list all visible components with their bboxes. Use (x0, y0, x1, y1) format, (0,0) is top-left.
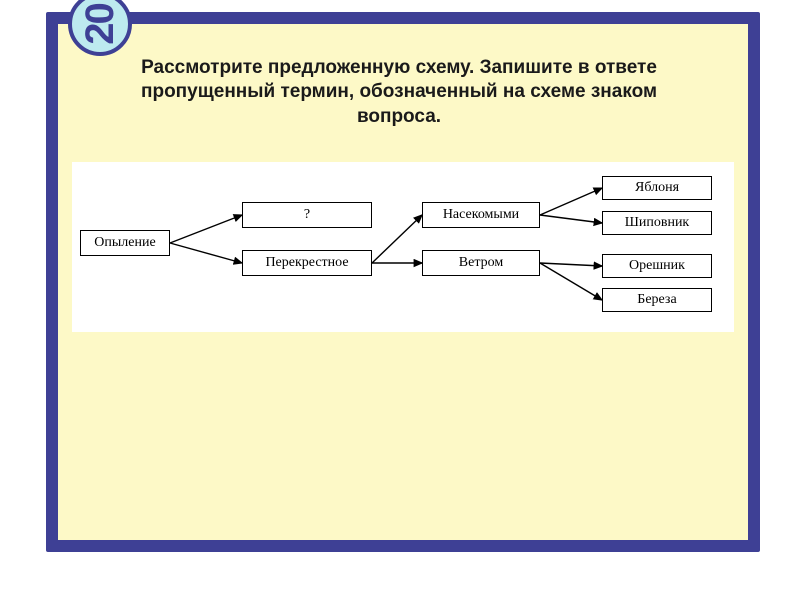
node-hazel-label: Орешник (629, 258, 685, 274)
node-root-label: Опыление (94, 235, 155, 251)
node-root: Опыление (80, 230, 170, 256)
node-rosehip: Шиповник (602, 211, 712, 235)
node-birch-label: Береза (637, 292, 676, 308)
node-wind-label: Ветром (459, 255, 503, 271)
node-birch: Береза (602, 288, 712, 312)
node-unknown: ? (242, 202, 372, 228)
node-apple-label: Яблоня (635, 180, 679, 196)
outer-frame: 20 Рассмотрите предложенную схему. Запиш… (46, 12, 760, 552)
node-hazel: Орешник (602, 254, 712, 278)
node-unknown-label: ? (304, 207, 310, 223)
flowchart: Опыление ? Перекрестное Насекомыми Ветро… (72, 162, 734, 332)
badge-number: 20 (78, 4, 123, 45)
node-wind: Ветром (422, 250, 540, 276)
node-apple: Яблоня (602, 176, 712, 200)
node-cross: Перекрестное (242, 250, 372, 276)
node-rosehip-label: Шиповник (625, 215, 690, 231)
node-insects: Насекомыми (422, 202, 540, 228)
node-cross-label: Перекрестное (265, 255, 348, 271)
node-insects-label: Насекомыми (443, 207, 519, 223)
instruction-text: Рассмотрите предложенную схему. Запишите… (114, 56, 684, 129)
inner-panel: Рассмотрите предложенную схему. Запишите… (58, 24, 748, 540)
